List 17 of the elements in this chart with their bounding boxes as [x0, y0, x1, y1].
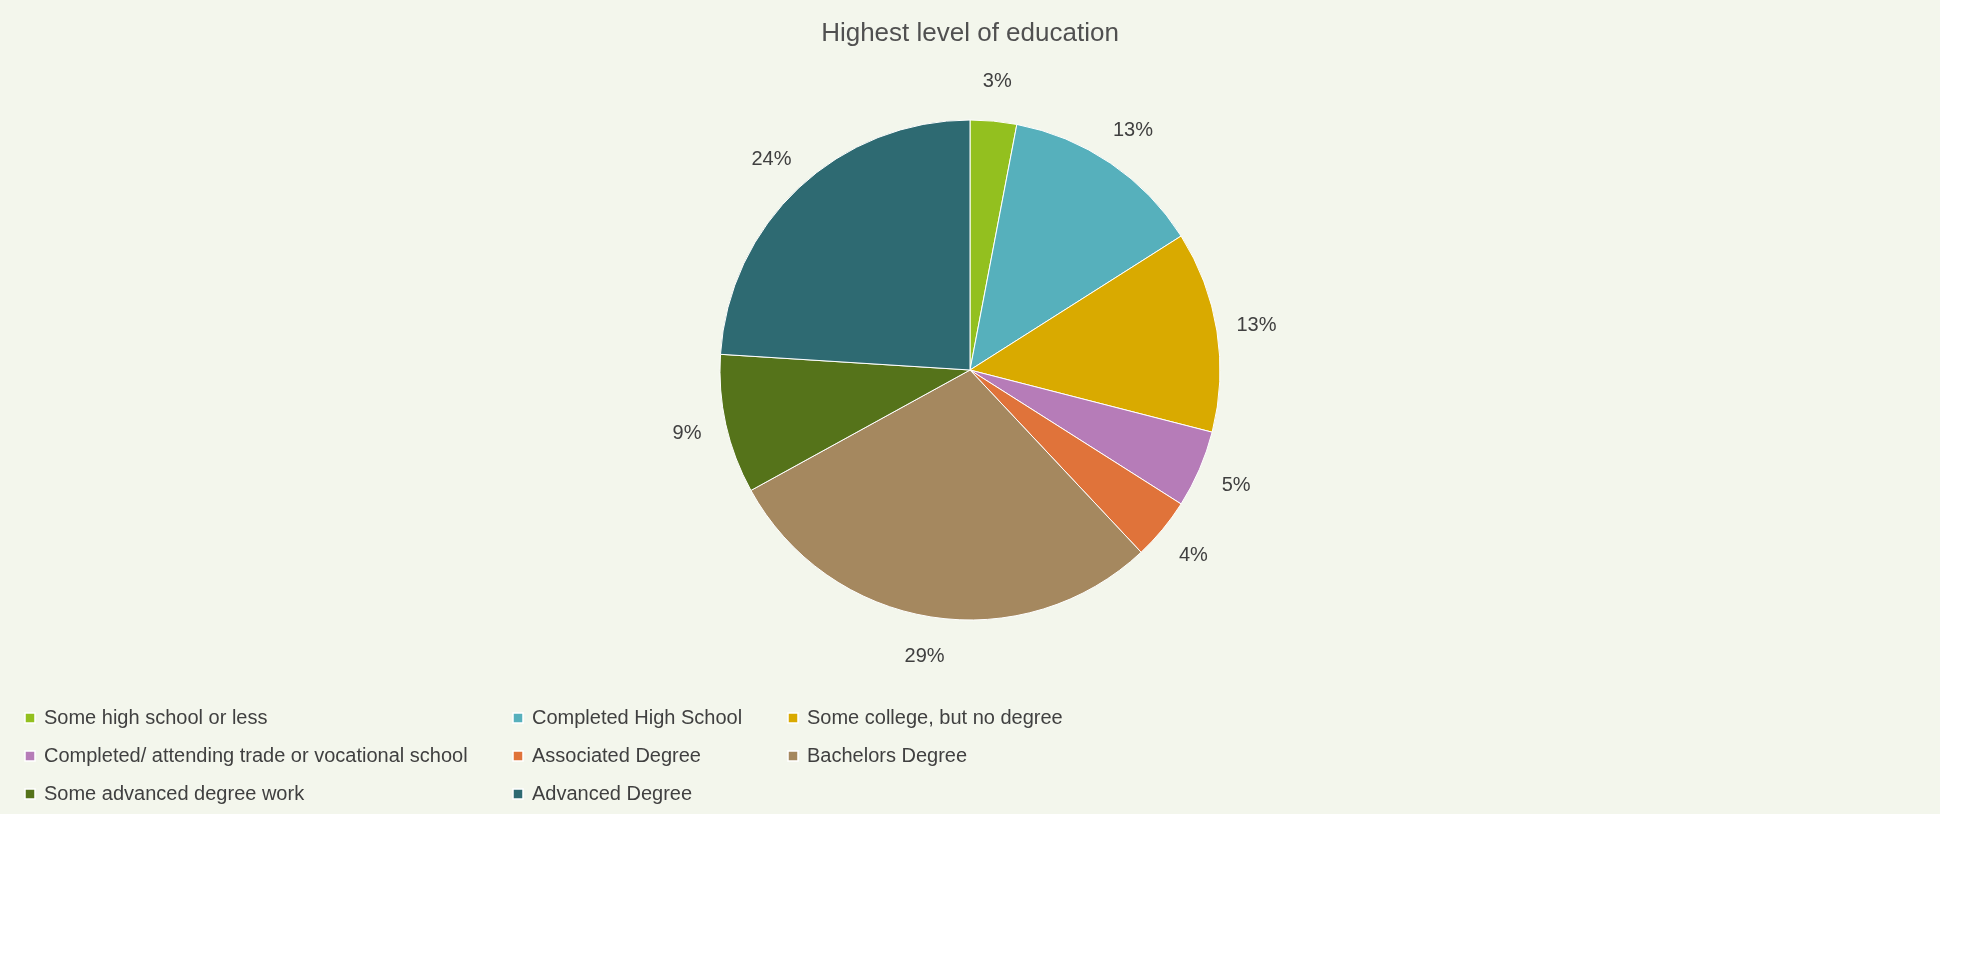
legend-label: Completed/ attending trade or vocational school [44, 744, 468, 766]
chart-title: Highest level of education [821, 17, 1119, 47]
data-label: 5% [1221, 473, 1251, 496]
legend-label: Completed High School [532, 706, 743, 728]
legend-label: Some college, but no degree [807, 706, 1063, 728]
data-label: 4% [1179, 542, 1209, 565]
data-label: 29% [904, 644, 945, 667]
legend-label: Associated Degree [532, 744, 701, 766]
legend-label: Bachelors Degree [807, 744, 968, 766]
data-label: 24% [751, 146, 792, 169]
legend-label: Some advanced degree work [44, 782, 306, 804]
legend-label: Advanced Degree [532, 782, 693, 804]
data-label: 13% [1236, 312, 1277, 335]
data-label: 13% [1112, 118, 1154, 141]
legend-label: Some high school or less [44, 706, 268, 728]
data-label: 9% [672, 421, 702, 444]
data-label: 3% [982, 69, 1012, 92]
